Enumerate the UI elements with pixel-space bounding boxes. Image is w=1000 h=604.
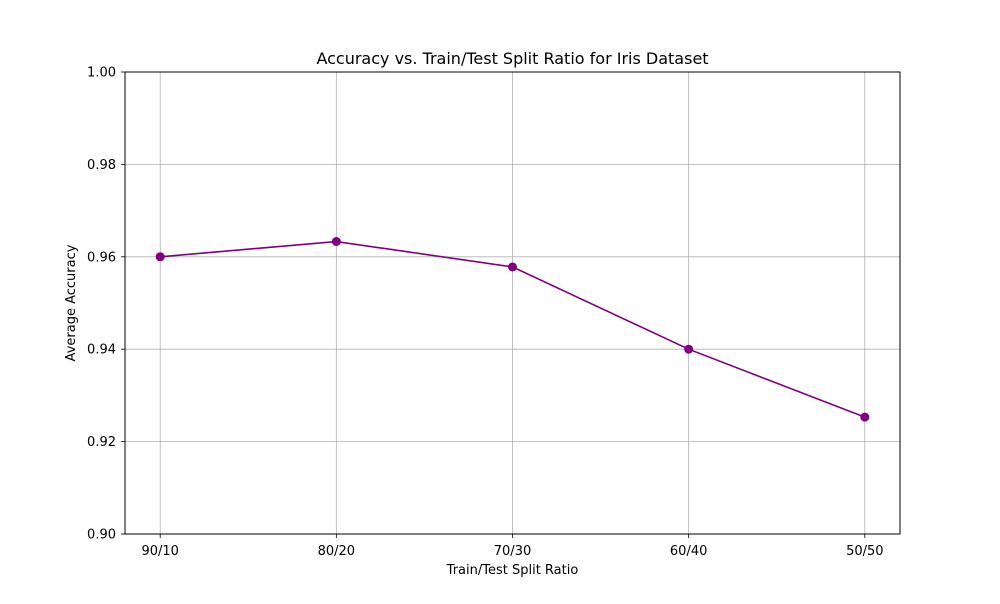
data-point-marker [155, 252, 165, 262]
x-axis-label: Train/Test Split Ratio [446, 563, 579, 578]
x-tick-label: 90/10 [141, 544, 178, 559]
x-tick-label: 50/50 [846, 544, 883, 559]
y-tick-label: 0.90 [87, 528, 116, 543]
chart-title: Accuracy vs. Train/Test Split Ratio for … [316, 49, 708, 68]
data-point-marker [331, 237, 341, 247]
y-tick-label: 0.96 [87, 250, 116, 265]
x-tick-label: 60/40 [670, 544, 707, 559]
y-tick-label: 0.92 [87, 435, 116, 450]
y-tick-label: 1.00 [87, 66, 116, 81]
x-tick-label: 70/30 [494, 544, 531, 559]
data-point-marker [508, 262, 517, 272]
axis-ticks: 90/10 80/20 70/30 60/40 50/50 0.90 0.92 0.94 0.9… [87, 66, 883, 560]
y-tick-label: 0.98 [87, 158, 116, 173]
data-point-marker [860, 412, 870, 422]
grid-lines [125, 72, 900, 534]
data-point-marker [684, 344, 694, 354]
y-tick-label: 0.94 [87, 343, 116, 358]
x-tick-label: 80/20 [318, 544, 355, 559]
series-layer [155, 237, 870, 422]
y-axis-label: Average Accuracy [64, 244, 79, 361]
